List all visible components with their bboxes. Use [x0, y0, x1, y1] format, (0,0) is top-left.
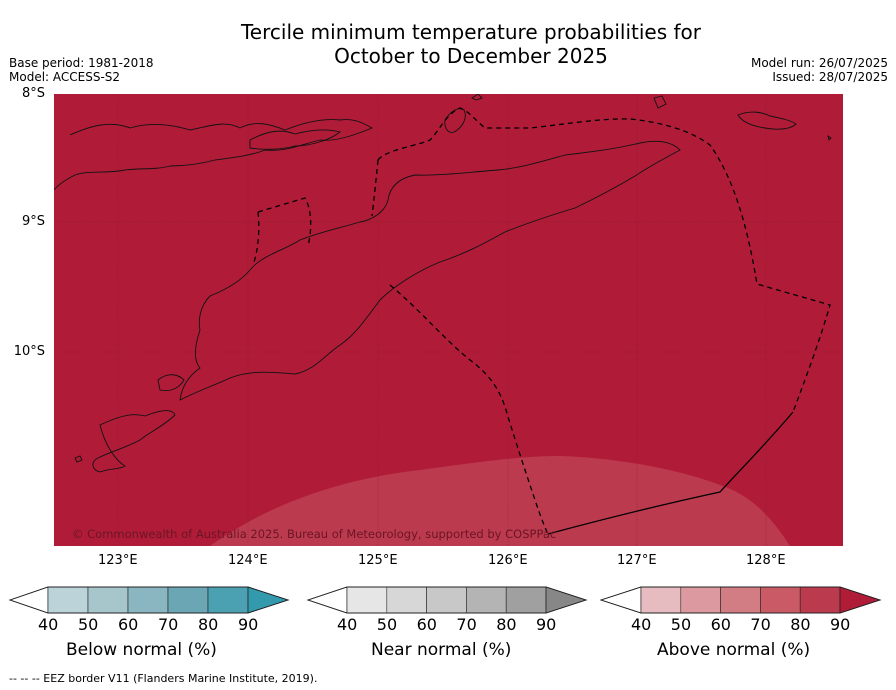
- colorbar-near-tick: 90: [536, 615, 557, 634]
- eez-border: [253, 107, 831, 535]
- colorbar-above-max-arrow: [839, 586, 882, 614]
- colorbar-above-segment: [680, 586, 721, 614]
- colorbar-below-segment: [127, 586, 169, 614]
- colorbar-near-tick: 60: [416, 615, 437, 634]
- colorbar-below-segment: [47, 586, 89, 614]
- colorbar-below-max-arrow: [247, 586, 290, 614]
- colorbars: [8, 586, 882, 614]
- colorbar-below-tick: 80: [198, 615, 219, 634]
- roti-island: [92, 410, 176, 473]
- colorbar-below-segment: [207, 586, 249, 614]
- colorbar-above-tick: 70: [750, 615, 771, 634]
- base-period: Base period: 1981-2018: [9, 56, 154, 70]
- lon-label-127e: 127°E: [617, 553, 657, 568]
- title-line-1: Tercile minimum temperature probabilitie…: [240, 20, 702, 44]
- colorbar-below-tick: 90: [238, 615, 259, 634]
- colorbar-below: [8, 586, 290, 614]
- map-area: [54, 94, 843, 546]
- meta-right: Model run: 26/07/2025 Issued: 28/07/2025: [751, 56, 888, 84]
- colorbar-below-tick: 70: [158, 615, 179, 634]
- lon-label-128e: 128°E: [746, 553, 786, 568]
- copyright-notice: © Commonwealth of Australia 2025. Bureau…: [72, 527, 557, 541]
- colorbar-above-segment: [640, 586, 682, 614]
- small-island-1: [653, 95, 667, 109]
- lon-label-123e: 123°E: [98, 553, 138, 568]
- colorbar-below-tick: 60: [118, 615, 139, 634]
- lon-label-125e: 125°E: [358, 553, 398, 568]
- colorbar-near-tick: 70: [456, 615, 477, 634]
- coastlines: [54, 94, 832, 473]
- colorbar-near-max-arrow: [545, 586, 588, 614]
- timor-island: [179, 140, 681, 401]
- colorbar-above-tick: 90: [830, 615, 851, 634]
- eez-border-solid: [547, 411, 794, 535]
- model-name: Model: ACCESS-S2: [9, 70, 121, 84]
- model-run: Model run: 26/07/2025: [750, 56, 888, 70]
- wetar-islands: [737, 111, 797, 130]
- colorbar-above-tick: 50: [670, 615, 692, 634]
- colorbar-above-tick: 80: [790, 615, 811, 634]
- above-normal-label: Above normal (%): [657, 640, 811, 660]
- probability-field-80: [210, 456, 790, 546]
- colorbar-above: [599, 586, 882, 614]
- map-title: Tercile minimum temperature probabilitie…: [0, 20, 896, 68]
- alor-islands: [54, 119, 374, 191]
- colorbar-near-segment: [466, 586, 507, 614]
- meta-left: Base period: 1981-2018 Model: ACCESS-S2: [9, 56, 154, 84]
- colorbar-above-tick: 60: [710, 615, 731, 634]
- issued-date: Issued: 28/07/2025: [772, 70, 888, 84]
- lon-label-126e: 126°E: [488, 553, 528, 568]
- colorbar-below-segment: [167, 586, 209, 614]
- colorbar-near: [306, 586, 588, 614]
- lon-label-124e: 124°E: [228, 553, 268, 568]
- below-normal-label: Below normal (%): [66, 640, 217, 660]
- colorbar-near-segment: [346, 586, 388, 614]
- eez-legend-footer: -- -- -- EEZ border V11 (Flanders Marine…: [9, 672, 318, 685]
- atauro-island: [444, 108, 466, 133]
- colorbar-near-segment: [386, 586, 427, 614]
- near-normal-label: Near normal (%): [371, 640, 512, 660]
- lat-label-10s: 10°S: [13, 344, 45, 359]
- colorbar-near-tick: 50: [376, 615, 398, 634]
- lat-label-8s: 8°S: [21, 86, 45, 101]
- colorbar-below-tick: 40: [38, 615, 59, 634]
- colorbar-near-segment: [505, 586, 547, 614]
- colorbar-below-segment: [87, 586, 129, 614]
- small-island-2: [471, 94, 483, 101]
- colorbar-above-min-arrow: [599, 586, 642, 614]
- colorbar-near-segment: [426, 586, 467, 614]
- colorbar-near-tick: 80: [496, 615, 517, 634]
- islet-east: [827, 134, 832, 141]
- ndana-islets: [74, 455, 83, 463]
- colorbar-above-tick: 40: [631, 615, 652, 634]
- colorbar-above-segment: [799, 586, 841, 614]
- colorbar-below-min-arrow: [8, 586, 49, 614]
- colorbar-near-tick: 40: [337, 615, 358, 634]
- colorbar-above-segment: [720, 586, 761, 614]
- graticule: [54, 94, 843, 546]
- alor-island-east: [249, 129, 341, 150]
- colorbar-above-segment: [760, 586, 801, 614]
- lat-label-9s: 9°S: [21, 214, 45, 229]
- title-line-2: October to December 2025: [334, 44, 608, 68]
- colorbar-near-min-arrow: [306, 586, 348, 614]
- colorbar-below-tick: 50: [78, 615, 99, 634]
- semau-island: [157, 374, 185, 392]
